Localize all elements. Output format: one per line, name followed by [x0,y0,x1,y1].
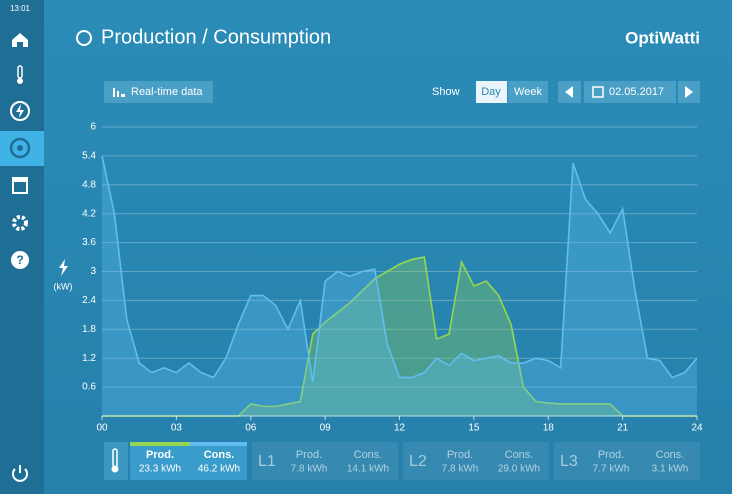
total-prod-label: Prod. [146,449,174,461]
x-tick-label: 06 [245,423,257,434]
realtime-button[interactable] [104,81,213,103]
power-icon[interactable] [12,468,28,482]
logo: OptiWatti [625,28,700,47]
x-tick-label: 21 [617,423,629,434]
total-prod-bar [130,442,190,446]
phase-cons-label: Cons. [656,449,685,461]
phase-prod: 7.8 kWh [291,464,328,475]
date-icon [592,86,604,98]
phase-name: L1 [258,453,276,470]
x-tick-label: 24 [691,423,703,434]
total-cons-bar [190,442,247,446]
phase-prod-label: Prod. [296,449,322,461]
phase-prod: 7.8 kWh [442,464,479,475]
y-axis-label: (kW) [54,281,73,291]
phase-panel [554,442,700,480]
prev-arrow [565,86,573,98]
y-tick-label: 3 [90,266,96,277]
area [102,257,697,416]
clock: 13:01 [10,4,31,13]
realtime-icon [117,91,119,97]
total-cons: 46.2 kWh [198,464,240,475]
next-arrow [685,86,693,98]
help-glyph: ? [16,253,23,267]
total-prod: 23.3 kWh [139,464,181,475]
total-cons-label: Cons. [204,449,235,461]
x-tick-label: 09 [320,423,332,434]
x-tick-label: 12 [394,423,406,434]
total-panel [130,442,247,480]
production-icon [9,137,31,159]
home-icon[interactable] [12,33,28,47]
phase-panel [403,442,549,480]
phase-prod-label: Prod. [447,449,473,461]
phase-name: L2 [409,453,427,470]
phase-cons-label: Cons. [505,449,534,461]
y-tick-label: 6 [90,122,96,133]
phase-cons: 29.0 kWh [498,464,540,475]
thermometer-bulb [17,78,23,84]
y-tick-label: 1.8 [82,324,96,335]
phase-cons: 14.1 kWh [347,464,389,475]
y-axis-icon [59,259,68,276]
title-icon [76,30,92,46]
calendar-top [13,178,27,182]
settings-icon[interactable] [12,215,28,231]
y-tick-label: 5.4 [82,151,96,162]
week-label: Week [514,86,542,98]
phase-name: L3 [560,453,578,470]
phase-prod: 7.7 kWh [593,464,630,475]
day-label: Day [481,86,501,98]
phase-panel [252,442,398,480]
line [101,155,698,383]
y-tick-label: 4.8 [82,179,96,190]
phases: L1 Prod. 7.8 kWh Cons. 14.1 kWh L2 Prod. 7.8 kW… [252,442,700,480]
phase-cons-label: Cons. [354,449,383,461]
help-icon[interactable] [11,251,29,269]
week-button[interactable] [508,81,548,103]
y-tick-label: 0.6 [82,382,96,393]
day-button[interactable] [476,81,507,103]
y-tick-label: 3.6 [82,237,96,248]
chart: 0.6 1.2 1.8 2.4 3 3.6 4.2 4.8 5.4 6 00 03 06 09 12 15 18… [82,122,703,434]
y-tick-label: 4.2 [82,208,96,219]
summary-thermometer-bulb [111,465,119,473]
realtime-icon [113,88,115,97]
realtime-icon [121,94,125,97]
date-picker[interactable] [584,81,676,103]
energy-bolt [16,104,24,118]
energy-icon[interactable] [10,101,30,121]
x-tick-label: 03 [171,423,183,434]
y-tick-label: 1.2 [82,353,96,364]
x-tick-label: 15 [468,423,480,434]
production-icon-dot [17,145,23,151]
page-title: Production / Consumption [101,26,331,48]
phase-cons: 3.1 kWh [652,464,689,475]
summary-icon-box [104,442,128,480]
show-label: Show [432,86,460,98]
realtime-label: Real-time data [131,86,203,98]
y-tick-label: 2.4 [82,295,96,306]
area [102,155,697,416]
phase-prod-label: Prod. [598,449,624,461]
x-tick-label: 18 [543,423,555,434]
x-tick-label: 00 [96,423,108,434]
date-label: 02.05.2017 [609,86,664,98]
